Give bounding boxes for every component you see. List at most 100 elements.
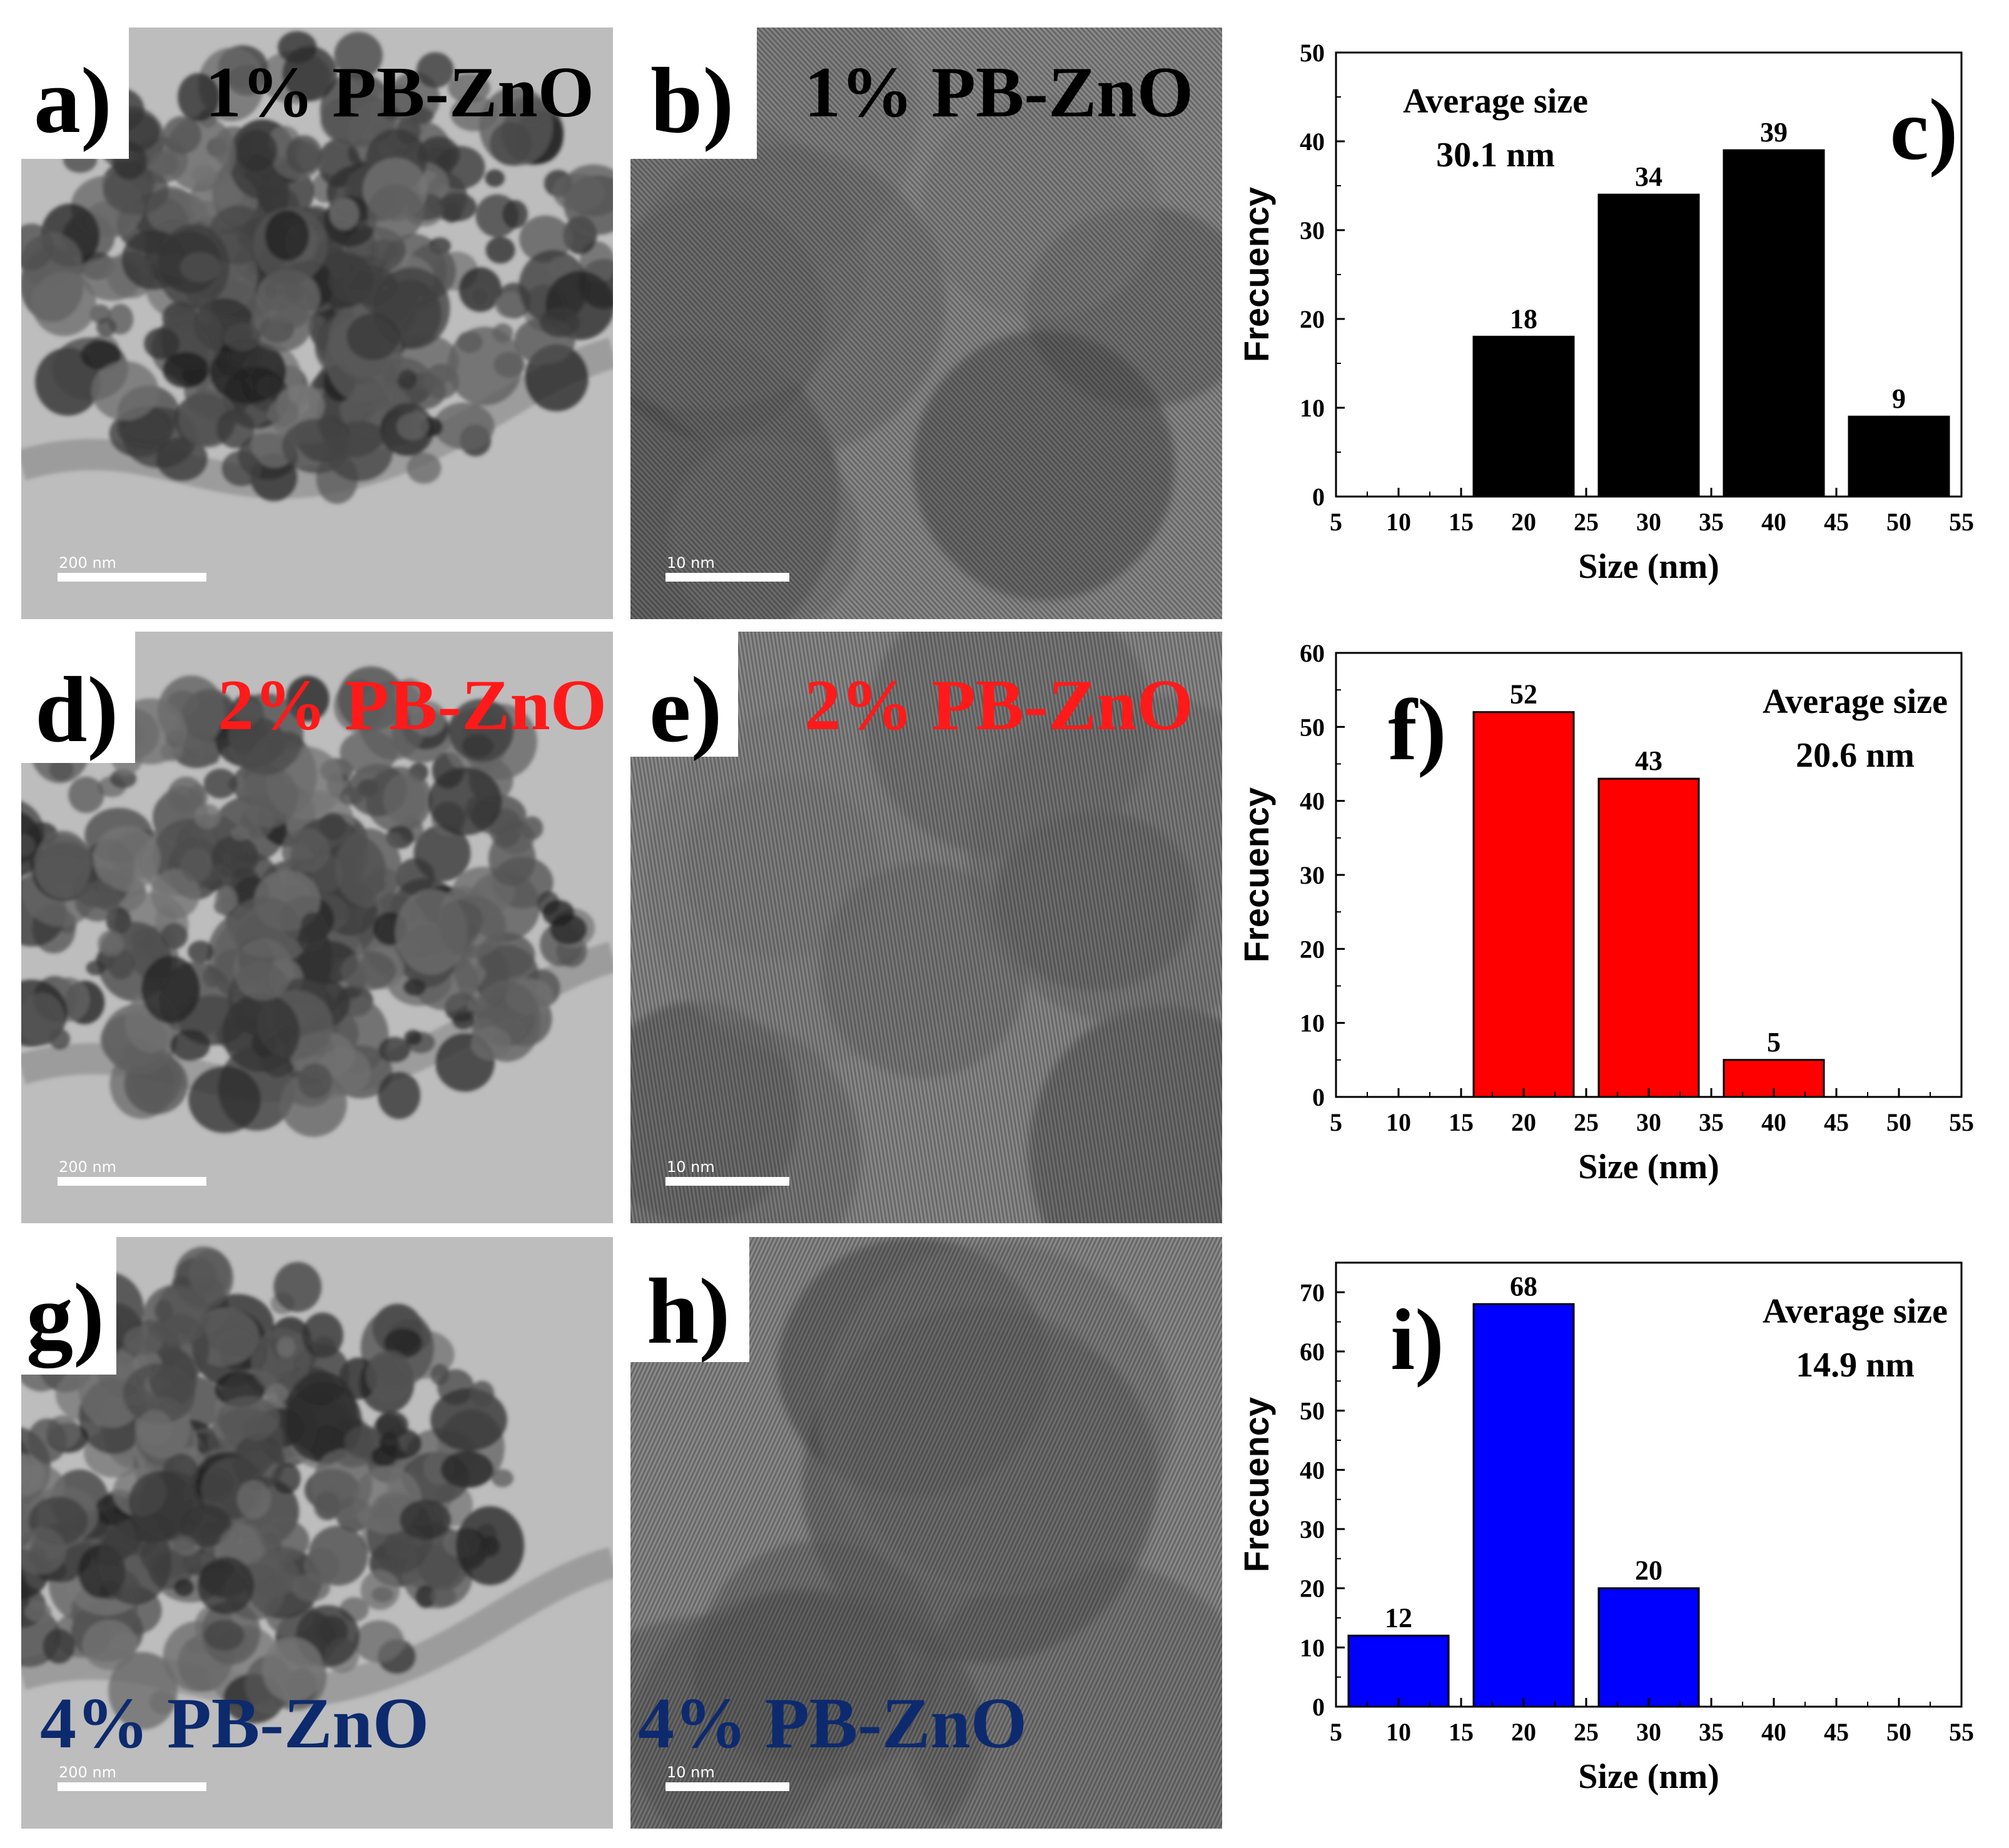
y-axis-label: Frecuency: [1237, 187, 1276, 362]
bar: [1472, 335, 1575, 498]
sample-label: 1% PB-ZnO: [804, 53, 1193, 133]
y-tick-label: 50: [1300, 713, 1325, 741]
scale-bar-label: 10 nm: [667, 1158, 715, 1176]
x-tick-label: 40: [1761, 1108, 1786, 1136]
hrtem-micrograph: [630, 632, 1222, 1223]
x-tick-label: 5: [1330, 1718, 1342, 1746]
x-tick-label: 45: [1824, 1718, 1849, 1746]
bar-data-label: 68: [1510, 1271, 1537, 1301]
bar: [1597, 1587, 1700, 1708]
bar-data-label: 52: [1510, 679, 1537, 710]
panel-letter-box: d): [21, 632, 135, 763]
bar: [1597, 193, 1700, 498]
y-tick-label: 70: [1300, 1278, 1325, 1306]
x-tick-label: 55: [1949, 1108, 1974, 1136]
panel-letter-box: e): [630, 632, 738, 757]
y-tick-label: 40: [1300, 128, 1325, 156]
panel-letter-box: h): [630, 1237, 749, 1362]
x-tick-label: 55: [1949, 1718, 1974, 1746]
scale-bar: [665, 1782, 789, 1791]
y-tick-label: 60: [1300, 639, 1325, 667]
panel-letter: h): [647, 1260, 731, 1363]
bar-data-label: 5: [1767, 1027, 1781, 1058]
sample-label: 1% PB-ZnO: [205, 53, 594, 133]
y-tick-label: 40: [1300, 787, 1325, 815]
tem-panel-d: d) 2% PB-ZnO 200 nm: [21, 632, 613, 1223]
sample-label: 4% PB-ZnO: [40, 1684, 429, 1764]
scale-bar: [58, 1177, 206, 1186]
average-size-label: Average size: [1763, 682, 1948, 721]
bar: [1723, 149, 1825, 498]
bar: [1848, 415, 1950, 498]
y-tick-label: 50: [1300, 1397, 1325, 1425]
histogram-chart-f: 52 43 5 5 10 15 20 25 30 35 40 45 50 55 0 10 20 30 40 50 60 S…: [1231, 625, 2000, 1219]
panel-letter: i): [1390, 1291, 1444, 1388]
scale-bar-label: 200 nm: [59, 1158, 117, 1176]
bar-data-label: 18: [1510, 303, 1537, 334]
histogram-chart-i: 12 68 20 5 10 15 20 25 30 35 40 45 50 55 0 10 20 30 40 50 60…: [1231, 1235, 2000, 1829]
y-tick-label: 50: [1300, 39, 1325, 67]
x-tick-label: 55: [1949, 508, 1974, 536]
particle-cluster: [21, 31, 613, 504]
scale-bar: [665, 573, 789, 582]
x-tick-label: 30: [1636, 1718, 1661, 1746]
histogram-svg: 12 68 20 5 10 15 20 25 30 35 40 45 50 55 0 10 20 30 40 50 60…: [1237, 1261, 1974, 1796]
x-tick-label: 35: [1699, 508, 1724, 536]
bar-data-label: 12: [1385, 1602, 1412, 1633]
bar-data-label: 39: [1760, 117, 1788, 148]
x-axis-label: Size (nm): [1578, 1757, 1719, 1796]
tem-panel-a: a) 1% PB-ZnO 200 nm: [21, 28, 613, 619]
particle-cluster: [21, 666, 613, 1137]
x-tick-label: 35: [1699, 1718, 1724, 1746]
panel-letter-box: a): [21, 28, 129, 159]
x-tick-label: 45: [1824, 1108, 1849, 1136]
y-tick-label: 0: [1312, 483, 1325, 511]
y-tick-label: 30: [1300, 216, 1325, 245]
y-tick-label: 0: [1312, 1083, 1325, 1111]
scale-bar-label: 200 nm: [59, 1764, 117, 1781]
y-axis-label: Frecuency: [1237, 1397, 1276, 1572]
bar: [1723, 1059, 1825, 1098]
particle-cluster: [21, 1246, 613, 1730]
tem-panel-g: g) 4% PB-ZnO 200 nm: [21, 1237, 613, 1829]
x-axis-label: Size (nm): [1578, 547, 1719, 586]
y-tick-label: 40: [1300, 1456, 1325, 1484]
bar-data-label: 20: [1635, 1555, 1662, 1586]
average-size-label: Average size: [1763, 1292, 1948, 1331]
y-axis-label: Frecuency: [1237, 787, 1276, 962]
sample-label: 4% PB-ZnO: [638, 1684, 1027, 1764]
average-size-value: 14.9 nm: [1796, 1346, 1915, 1385]
panel-letter: c): [1890, 81, 1958, 178]
scale-bar: [665, 1177, 789, 1186]
x-tick-label: 50: [1886, 1718, 1911, 1746]
x-tick-label: 40: [1761, 1718, 1786, 1746]
panel-letter: b): [650, 49, 734, 153]
panel-letter: a): [34, 49, 112, 153]
x-tick-label: 30: [1636, 1108, 1661, 1136]
panel-letter-box: g): [21, 1237, 116, 1375]
panel-letter-box: b): [630, 28, 757, 159]
tem-panel-h: h) 4% PB-ZnO 10 nm: [630, 1237, 1222, 1829]
bar: [1347, 1634, 1450, 1708]
panel-letter: f): [1388, 682, 1446, 779]
bar: [1472, 1303, 1575, 1708]
average-size-label: Average size: [1403, 82, 1588, 121]
histogram-chart-c: 18 34 39 9 5 10 15 20 25 30 35 40 45 50 55 0 10 20 30 40 50 S…: [1231, 25, 2000, 619]
y-tick-label: 30: [1300, 861, 1325, 889]
sample-label: 2% PB-ZnO: [804, 665, 1193, 745]
x-tick-label: 25: [1574, 1718, 1599, 1746]
y-tick-label: 10: [1300, 1009, 1325, 1038]
x-tick-label: 10: [1386, 1108, 1411, 1136]
average-size-value: 20.6 nm: [1796, 736, 1915, 775]
x-tick-label: 50: [1886, 1108, 1911, 1136]
y-tick-label: 0: [1312, 1693, 1325, 1721]
panel-letter: e): [649, 658, 722, 762]
x-tick-label: 20: [1511, 508, 1536, 536]
sample-label: 2% PB-ZnO: [218, 665, 607, 745]
scale-bar: [58, 1782, 206, 1791]
x-tick-label: 25: [1574, 508, 1599, 536]
bar-data-label: 9: [1892, 383, 1906, 414]
tem-micrograph-low-mag: [21, 1237, 613, 1829]
x-tick-label: 10: [1386, 508, 1411, 536]
